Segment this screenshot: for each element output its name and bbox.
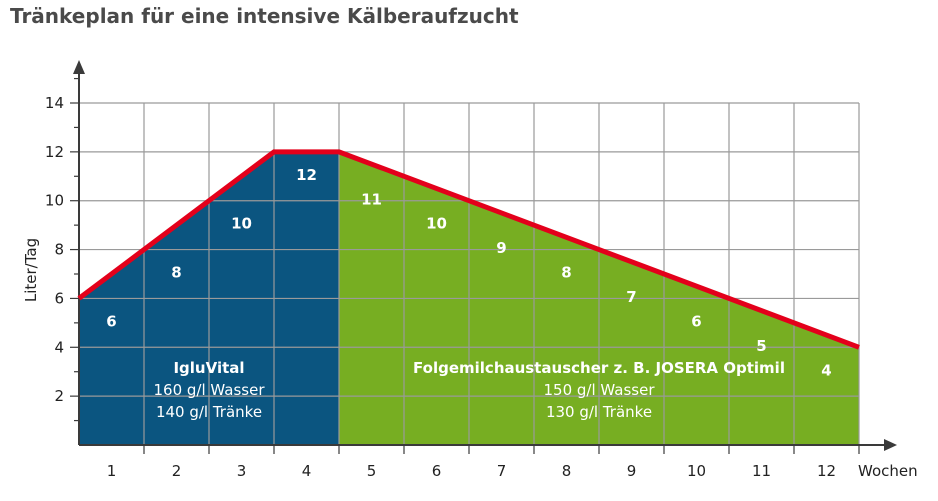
y-tick-label: 6 [54,289,64,307]
y-axis-label: Liter/Tag [22,238,40,302]
y-tick-label: 2 [54,387,64,405]
data-label: 9 [496,239,506,257]
series-detail: 130 g/l Tränke [546,403,652,421]
data-label: 5 [756,337,766,355]
data-label: 10 [231,215,252,233]
x-tick-label: 9 [627,462,637,480]
data-label: 7 [626,288,636,306]
data-label: 12 [296,166,317,184]
chart-line [77,149,860,350]
data-label: 6 [106,312,116,330]
series-line [77,149,860,350]
chart-area-labels: IgluVital 160 g/l Wasser 140 g/l Tränke Fol… [154,359,785,421]
y-tick-label: 4 [54,338,64,356]
data-label: 8 [561,264,571,282]
series-name: IgluVital [173,359,244,377]
y-axis-arrow [73,60,85,74]
x-tick-label: 8 [562,462,572,480]
data-label: 4 [821,361,831,379]
x-tick-label: 5 [367,462,377,480]
x-tick-label: 3 [237,462,247,480]
data-label: 10 [426,215,447,233]
x-tick-label: 10 [687,462,706,480]
series-detail: 150 g/l Wasser [544,381,656,399]
x-tick-label: 4 [302,462,312,480]
y-tick-label: 12 [45,143,64,161]
y-tick-label: 8 [54,241,64,259]
series-detail: 140 g/l Tränke [156,403,262,421]
y-tick-label: 14 [45,94,64,112]
chart-data-labels: 6 8 10 12 11 10 9 8 7 6 5 4 [106,166,831,379]
x-axis-arrow [884,439,897,451]
x-tick-label: 6 [432,462,442,480]
data-label: 8 [171,264,181,282]
x-tick-label: 2 [172,462,182,480]
chart-axes [70,60,897,454]
x-tick-label: 11 [752,462,771,480]
x-tick-label: 12 [817,462,836,480]
x-tick-label: 1 [107,462,117,480]
data-label: 11 [361,190,382,208]
chart-title: Tränkeplan für eine intensive Kälberaufz… [10,4,519,28]
data-label: 6 [691,312,701,330]
y-tick-label: 10 [45,192,64,210]
x-tick-label: 7 [497,462,507,480]
x-axis-label: Wochen [858,462,918,480]
series-name: Folgemilchaustauscher z. B. JOSERA Optim… [413,359,785,377]
series-detail: 160 g/l Wasser [154,381,266,399]
